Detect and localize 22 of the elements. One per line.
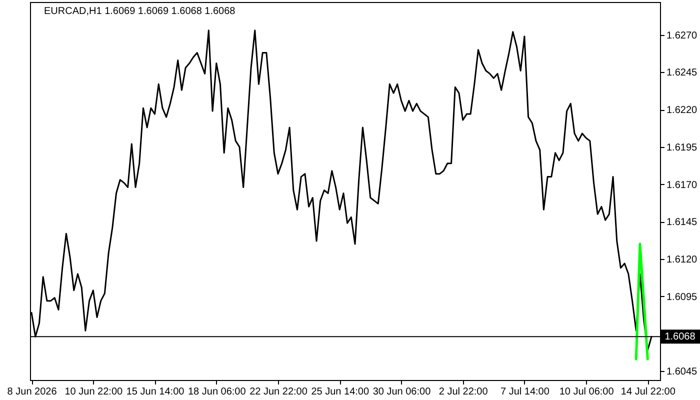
y-tick-label: 1.6120 <box>666 254 698 266</box>
y-tick-label: 1.6245 <box>666 68 698 79</box>
y-tick-label: 1.6145 <box>666 217 698 228</box>
y-tick-label: 1.6045 <box>666 366 698 378</box>
chart-title: EURCAD,H1 1.6069 1.6069 1.6068 1.6068 <box>44 6 236 17</box>
x-tick-label: 10 Jun 22:00 <box>64 386 124 398</box>
x-tick-label: 7 Jul 14:00 <box>500 386 550 398</box>
x-tick-label: 8 Jun 2026 <box>7 386 58 398</box>
ref-line-label: 1.6068 <box>664 332 696 343</box>
x-tick-label: 25 Jun 14:00 <box>311 386 370 398</box>
x-tick-label: 30 Jun 06:00 <box>372 386 432 398</box>
x-tick-label: 2 Jul 22:00 <box>438 386 488 398</box>
y-tick-label: 1.6095 <box>666 292 698 303</box>
x-tick-label: 10 Jul 06:00 <box>559 386 614 398</box>
x-tick-label: 14 Jul 22:00 <box>620 386 676 398</box>
y-tick-label: 1.6270 <box>666 30 698 42</box>
x-tick-label: 22 Jun 22:00 <box>250 386 308 398</box>
y-tick-label: 1.6195 <box>666 142 698 154</box>
x-tick-label: 18 Jun 06:00 <box>188 386 246 398</box>
y-tick-label: 1.6220 <box>666 105 698 116</box>
x-tick-label: 15 Jun 14:00 <box>126 386 185 398</box>
y-tick-label: 1.6170 <box>666 180 698 191</box>
